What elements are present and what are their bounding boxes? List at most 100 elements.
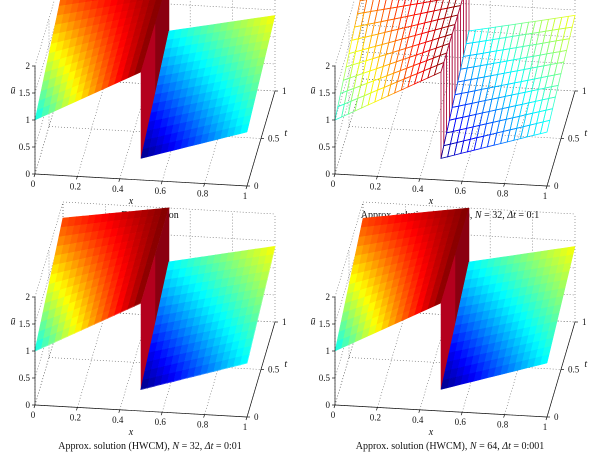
surface-cell	[539, 119, 551, 135]
caption-dt-label: Δt	[204, 441, 214, 452]
z-tick-label: 0.5	[319, 142, 331, 152]
discontinuity-face	[442, 289, 446, 381]
z-axis-label: ū	[11, 85, 16, 96]
discontinuity-face	[148, 269, 152, 354]
x-axis-line	[334, 404, 548, 418]
discontinuity-face	[160, 228, 164, 299]
discontinuity-face	[452, 255, 456, 335]
x-tick-label: 0.4	[412, 184, 424, 194]
t-tick-label: 1	[282, 86, 287, 96]
x-tick-label: 0	[31, 179, 36, 189]
x-tick-label: 0.8	[497, 420, 509, 430]
x-tick-label: 0.6	[155, 186, 167, 196]
discontinuity-face	[146, 275, 150, 363]
x-tick-mark	[545, 185, 548, 190]
discontinuity-face	[154, 248, 158, 326]
discontinuity-face	[152, 255, 156, 335]
discontinuity-face	[440, 62, 445, 159]
t-tick-label: 1	[582, 317, 587, 327]
x-tick-mark	[418, 178, 421, 182]
x-tick-mark	[160, 181, 163, 185]
t-axis-label: t	[584, 359, 587, 370]
x-tick-mark	[503, 183, 505, 187]
z-axis-label: ū	[11, 316, 16, 327]
discontinuity-face	[156, 241, 160, 317]
caption-prefix: Approx. solution (HWCM),	[355, 441, 468, 452]
x-tick-label: 0.4	[412, 415, 424, 425]
x-tick-label: 0.8	[197, 420, 209, 430]
z-tick-label: 1	[26, 346, 31, 356]
caption-dt-value: = 0:001	[510, 441, 545, 452]
caption-dt-value: = 0:01	[213, 441, 242, 452]
x-tick-label: 0	[331, 179, 336, 189]
discontinuity-face	[460, 228, 464, 299]
t-tick-label: 0	[554, 181, 559, 191]
x-tick-mark	[460, 181, 463, 185]
surface	[334, 207, 576, 390]
x-tick-label: 1	[243, 422, 248, 432]
discontinuity-face	[148, 38, 152, 123]
discontinuity-face	[458, 235, 462, 308]
t-tick-label: 0.5	[268, 365, 280, 375]
discontinuity-face	[448, 33, 453, 121]
x-tick-label: 0.8	[497, 189, 509, 199]
z-tick-label: 0	[326, 400, 331, 410]
discontinuity-face	[140, 296, 144, 390]
discontinuity-face	[464, 214, 468, 281]
caption-n-value: = 32,	[481, 210, 505, 221]
x-tick-label: 0.2	[370, 412, 381, 422]
caption-n-label: N	[469, 441, 477, 452]
surface-cell	[565, 14, 576, 29]
x-tick-label: 0.6	[455, 417, 467, 427]
x-tick-mark	[33, 404, 36, 409]
discontinuity-face	[466, 207, 470, 272]
x-tick-mark	[203, 414, 205, 418]
x-tick-mark	[503, 414, 505, 418]
x-tick-label: 0.4	[112, 415, 124, 425]
surface-cell	[433, 61, 445, 76]
t-tick-label: 0	[254, 412, 259, 422]
discontinuity-face	[144, 51, 148, 141]
x-axis-line	[334, 173, 548, 187]
caption-n-label: N	[172, 441, 180, 452]
discontinuity-face	[152, 24, 156, 104]
x-tick-label: 0.4	[112, 184, 124, 194]
z-tick-label: 2	[26, 61, 31, 71]
caption-n-label: N	[474, 210, 482, 221]
discontinuity-face	[448, 269, 452, 354]
discontinuity-face	[158, 4, 162, 77]
discontinuity-face	[150, 31, 154, 113]
x-axis-label: x	[428, 196, 434, 207]
z-tick-label: 1	[26, 115, 31, 125]
x-tick-mark	[245, 416, 248, 421]
z-tick-label: 0	[26, 169, 31, 179]
discontinuity-face	[160, 0, 164, 68]
x-tick-mark	[333, 404, 336, 409]
x-tick-mark	[376, 176, 378, 180]
discontinuity-face	[444, 282, 448, 372]
discontinuity-face	[456, 241, 460, 317]
x-tick-label: 0.6	[455, 186, 467, 196]
x-tick-mark	[76, 176, 78, 180]
discontinuity-face	[144, 282, 148, 372]
x-tick-mark	[160, 412, 163, 416]
surface-cell	[562, 26, 573, 41]
x-tick-mark	[418, 409, 421, 413]
z-tick-label: 1.5	[19, 88, 31, 98]
plot-caption: Approx. solution (HWCM), N = 64, Δt = 0:…	[300, 441, 600, 452]
x-tick-label: 0	[31, 410, 36, 420]
t-axis-label: t	[284, 128, 287, 139]
t-axis-label: t	[284, 359, 287, 370]
discontinuity-face	[146, 44, 150, 132]
surface-cell	[142, 0, 149, 2]
discontinuity-face	[446, 275, 450, 363]
x-axis-label: x	[428, 427, 434, 438]
x-tick-label: 1	[243, 191, 248, 201]
caption-n-value: = 32,	[179, 441, 203, 452]
z-tick-label: 2	[26, 292, 31, 302]
